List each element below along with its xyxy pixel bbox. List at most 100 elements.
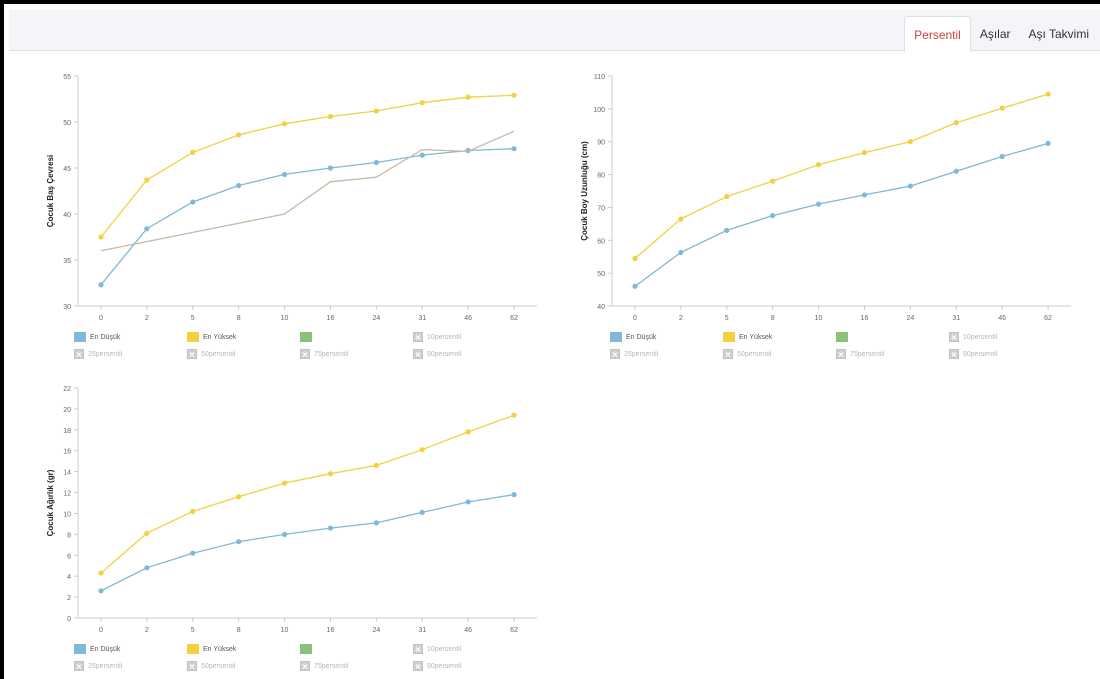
data-point-en-yuksek[interactable] xyxy=(190,508,196,514)
data-point-en-yuksek[interactable] xyxy=(999,105,1005,111)
data-point-en-yuksek[interactable] xyxy=(236,494,242,500)
legend-item[interactable]: 90persentil xyxy=(413,659,461,673)
legend-item[interactable]: 75persentil xyxy=(300,347,348,361)
legend-item[interactable]: 75persentil xyxy=(836,347,884,361)
data-point-en-dusuk[interactable] xyxy=(632,283,638,289)
legend-item[interactable]: En Yüksek xyxy=(187,642,236,656)
legend-swatch xyxy=(300,644,312,654)
data-point-en-yuksek[interactable] xyxy=(144,530,150,536)
data-point-en-dusuk[interactable] xyxy=(770,213,776,219)
data-point-en-yuksek[interactable] xyxy=(511,412,517,418)
legend-item[interactable]: En Düşük xyxy=(74,330,120,344)
chart-boy-uzunlugu-svg: 40 50 60 70 80 90 100 110 0 2 5 8 10 16 24 31 46 62 Çocuk … xyxy=(580,74,1071,322)
data-point-en-yuksek[interactable] xyxy=(327,113,334,120)
legend-bas-cevresi: En Düşük En Yüksek 10persentil 25persentil 5… xyxy=(74,330,534,366)
legend-item[interactable]: En Düşük xyxy=(74,642,120,656)
data-point-en-dusuk[interactable] xyxy=(281,531,288,537)
data-point-en-yuksek[interactable] xyxy=(953,120,959,126)
data-point-en-yuksek[interactable] xyxy=(511,92,517,98)
data-point-en-yuksek[interactable] xyxy=(98,234,104,240)
tab-asilar[interactable]: Aşılar xyxy=(979,27,1011,41)
legend-item[interactable]: 10persentil xyxy=(413,330,461,344)
tab-persentil[interactable]: Persentil xyxy=(904,16,971,53)
legend-item[interactable] xyxy=(300,330,316,344)
data-point-en-dusuk[interactable] xyxy=(190,550,196,556)
legend-item[interactable] xyxy=(836,330,852,344)
x-tick-label: 10 xyxy=(815,315,823,322)
data-point-en-yuksek[interactable] xyxy=(907,139,913,145)
data-point-en-dusuk[interactable] xyxy=(1045,140,1051,146)
data-point-en-yuksek[interactable] xyxy=(724,193,730,200)
legend-item[interactable]: 50persentil xyxy=(187,347,235,361)
legend-label: 25persentil xyxy=(88,350,123,358)
data-point-en-dusuk[interactable] xyxy=(190,199,196,205)
legend-item[interactable]: En Yüksek xyxy=(187,330,236,344)
data-point-en-dusuk[interactable] xyxy=(327,165,334,171)
data-point-en-yuksek[interactable] xyxy=(419,100,425,106)
data-point-en-yuksek[interactable] xyxy=(281,121,288,127)
data-point-en-yuksek[interactable] xyxy=(632,255,638,261)
legend-item[interactable]: 10persentil xyxy=(413,642,461,656)
data-point-en-dusuk[interactable] xyxy=(999,153,1005,160)
data-point-en-dusuk[interactable] xyxy=(236,182,242,189)
data-point-en-dusuk[interactable] xyxy=(373,520,379,526)
data-point-en-yuksek[interactable] xyxy=(815,162,822,168)
data-point-en-dusuk[interactable] xyxy=(511,146,517,152)
data-point-en-dusuk[interactable] xyxy=(815,201,822,207)
data-point-en-dusuk[interactable] xyxy=(373,159,379,166)
data-point-en-dusuk[interactable] xyxy=(511,492,517,498)
data-point-en-yuksek[interactable] xyxy=(236,132,242,138)
data-point-en-yuksek[interactable] xyxy=(327,471,334,477)
data-point-en-yuksek[interactable] xyxy=(98,570,104,576)
data-point-en-dusuk[interactable] xyxy=(98,282,104,288)
data-point-en-yuksek[interactable] xyxy=(144,177,150,183)
data-point-en-dusuk[interactable] xyxy=(861,192,868,198)
data-point-en-yuksek[interactable] xyxy=(861,149,868,156)
data-point-en-dusuk[interactable] xyxy=(98,588,104,594)
data-point-en-yuksek[interactable] xyxy=(373,108,379,114)
legend-item[interactable]: 90persentil xyxy=(949,347,997,361)
data-point-en-yuksek[interactable] xyxy=(770,178,776,184)
legend-item[interactable]: 50persentil xyxy=(187,659,235,673)
legend-item[interactable]: 25persentil xyxy=(610,347,658,361)
legend-item[interactable]: En Düşük xyxy=(610,330,656,344)
data-point-en-yuksek[interactable] xyxy=(1045,91,1051,97)
legend-item[interactable]: 25persentil xyxy=(74,347,122,361)
legend-label: 75persentil xyxy=(314,350,349,358)
y-axis-title: Çocuk Ağırlık (gr) xyxy=(46,469,55,536)
legend-item[interactable]: 10persentil xyxy=(949,330,997,344)
data-point-en-dusuk[interactable] xyxy=(144,565,150,571)
data-point-en-dusuk[interactable] xyxy=(907,183,913,189)
data-point-en-dusuk[interactable] xyxy=(419,152,425,158)
x-tick-label: 31 xyxy=(418,315,426,322)
tab-asi-takvimi[interactable]: Aşı Takvimi xyxy=(1028,27,1089,41)
data-point-en-yuksek[interactable] xyxy=(465,94,471,100)
y-tick-label: 16 xyxy=(63,449,71,456)
data-point-en-yuksek[interactable] xyxy=(678,216,684,222)
data-point-en-yuksek[interactable] xyxy=(190,149,196,155)
y-tick-label: 12 xyxy=(63,491,71,498)
y-tick-label: 50 xyxy=(63,120,71,127)
legend-swatch xyxy=(74,644,86,654)
data-point-en-dusuk[interactable] xyxy=(678,249,684,256)
data-point-en-yuksek[interactable] xyxy=(281,480,288,486)
legend-item[interactable]: 75persentil xyxy=(300,659,348,673)
data-point-en-yuksek[interactable] xyxy=(373,462,379,468)
data-point-en-yuksek[interactable] xyxy=(465,429,471,435)
data-point-en-dusuk[interactable] xyxy=(953,168,959,174)
data-point-en-dusuk[interactable] xyxy=(419,509,425,516)
data-point-en-dusuk[interactable] xyxy=(465,499,471,505)
data-point-en-yuksek[interactable] xyxy=(419,447,425,453)
data-point-en-dusuk[interactable] xyxy=(281,171,288,178)
data-point-en-dusuk[interactable] xyxy=(724,227,730,234)
main-frame: Persentil Aşılar Aşı Takvimi 30 35 40 45 50 5… xyxy=(4,4,1100,679)
legend-item[interactable] xyxy=(300,642,316,656)
legend-item[interactable]: En Yüksek xyxy=(723,330,772,344)
series-line-en-yuksek xyxy=(100,94,515,238)
legend-item[interactable]: 25persentil xyxy=(74,659,122,673)
legend-item[interactable]: 90persentil xyxy=(413,347,461,361)
data-point-en-dusuk[interactable] xyxy=(144,226,150,232)
legend-item[interactable]: 50persentil xyxy=(723,347,771,361)
data-point-en-dusuk[interactable] xyxy=(327,525,334,531)
data-point-en-dusuk[interactable] xyxy=(236,539,242,545)
